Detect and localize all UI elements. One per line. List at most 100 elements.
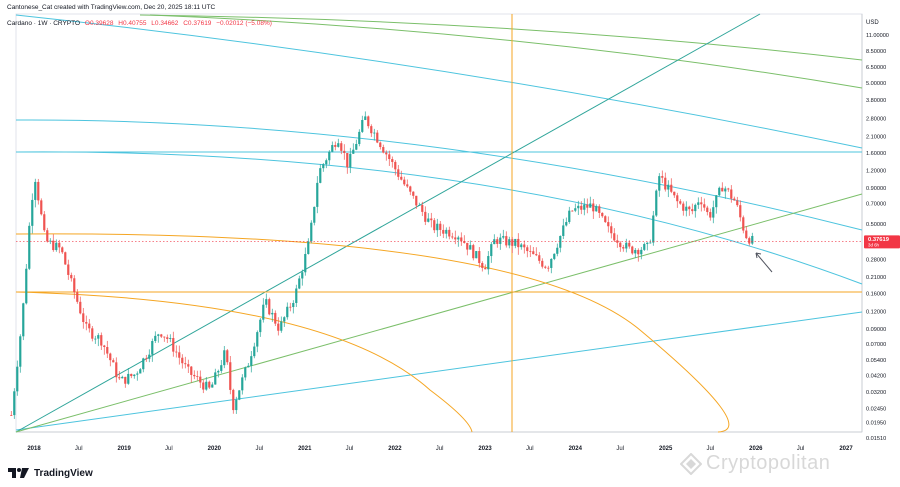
currency-label: USD: [866, 20, 879, 26]
tradingview-icon: [8, 468, 29, 478]
candle-body: [394, 161, 397, 170]
candle-body: [238, 390, 241, 400]
candle-body: [685, 206, 688, 211]
candle-body: [661, 176, 664, 178]
candle-body: [655, 190, 658, 216]
candle-body: [73, 278, 76, 293]
price-tick-label: 0.70000: [866, 201, 886, 207]
candle-body: [721, 187, 724, 192]
candle-body: [241, 377, 244, 391]
price-tick-label: 0.07000: [866, 342, 886, 348]
author-label: Cantonese_Cat created with TradingView.c…: [7, 4, 216, 11]
candle-body: [619, 242, 622, 248]
candle-body: [280, 321, 283, 331]
time-tick-label: 2019: [117, 446, 131, 452]
open-value: O0.39628: [84, 20, 114, 27]
candle-body: [517, 238, 520, 248]
candle-body: [601, 212, 604, 217]
candle-body: [541, 260, 544, 267]
candle-body: [613, 233, 616, 241]
price-tick-label: 2.10000: [866, 134, 886, 140]
candle-body: [229, 362, 232, 390]
last-price-countdown: 3d 6h: [868, 242, 880, 247]
candle-body: [271, 312, 274, 315]
candle-body: [703, 204, 706, 208]
candle-body: [298, 278, 301, 289]
price-tick-label: 0.02450: [866, 406, 886, 412]
candle-body: [592, 203, 595, 212]
candle-body: [175, 351, 178, 353]
green-diagonal: [15, 193, 863, 433]
candle-body: [664, 177, 667, 190]
price-tick-label: 0.12000: [866, 309, 886, 315]
candle-body: [106, 347, 109, 354]
candle-body: [379, 142, 382, 148]
candle-body: [250, 356, 253, 366]
candle-body: [67, 264, 70, 275]
price-tick-label: 8.50000: [866, 49, 886, 55]
candle-body: [577, 205, 580, 209]
candle-body: [190, 366, 193, 375]
candle-body: [340, 143, 343, 151]
candle-body: [544, 266, 547, 268]
candle-body: [697, 202, 700, 205]
price-axis[interactable]: USD 11.00000 8.50000 6.50000 5.00000 3.80000 2…: [864, 20, 900, 442]
candle-body: [433, 220, 436, 231]
candle-body: [484, 267, 487, 270]
price-tick-label: 1.20000: [866, 168, 886, 174]
candle-body: [124, 376, 127, 384]
candle-body: [562, 225, 565, 236]
candle-body: [253, 346, 256, 357]
candle-body: [421, 204, 424, 212]
candle-body: [622, 247, 625, 249]
candle-body: [643, 244, 646, 250]
candle-body: [493, 239, 496, 245]
candle-body: [694, 204, 697, 212]
candle-body: [16, 366, 19, 392]
candle-body: [526, 247, 529, 252]
price-tick-label: 0.04200: [866, 373, 886, 379]
candle-body: [130, 373, 133, 377]
candle-body: [292, 302, 295, 308]
tradingview-logo[interactable]: TradingView: [8, 467, 93, 479]
candle-body: [556, 247, 559, 254]
candle-body: [109, 353, 112, 361]
candle-body: [508, 239, 511, 246]
candle-body: [247, 365, 250, 368]
candle-body: [538, 255, 541, 261]
time-tick-label: Jul: [346, 446, 354, 452]
candle-body: [94, 338, 97, 340]
candle-body: [442, 229, 445, 234]
drawings-layer: [15, 13, 863, 433]
candle-body: [343, 150, 346, 153]
candle-body: [598, 206, 601, 213]
candle-body: [718, 187, 721, 196]
candle-body: [688, 206, 691, 210]
candle-body: [319, 168, 322, 183]
candle-body: [682, 203, 685, 211]
time-tick-label: 2018: [27, 446, 41, 452]
candle-body: [262, 304, 265, 320]
candle-body: [505, 236, 508, 246]
price-tick-label: 3.80000: [866, 98, 886, 104]
candle-body: [487, 256, 490, 270]
price-tick-label: 0.01510: [866, 436, 886, 442]
time-axis[interactable]: 2018 Jul 2019 Jul 2020 Jul 2021 Jul 2022 Jul 2023 J…: [27, 446, 853, 452]
candle-body: [424, 211, 427, 222]
candle-body: [571, 210, 574, 212]
change-value: −0.02012 (−5.08%): [216, 20, 272, 27]
candle-body: [244, 367, 247, 378]
candle-body: [169, 338, 172, 339]
candle-body: [355, 144, 358, 150]
last-price-tag: [864, 235, 900, 249]
candle-body: [469, 245, 472, 250]
time-tick-label: 2021: [298, 446, 312, 452]
candle-body: [607, 222, 610, 227]
candle-body: [37, 181, 40, 201]
candle-body: [166, 337, 169, 339]
candle-body: [502, 236, 505, 238]
time-tick-label: Jul: [616, 446, 624, 452]
candle-body: [157, 334, 160, 336]
